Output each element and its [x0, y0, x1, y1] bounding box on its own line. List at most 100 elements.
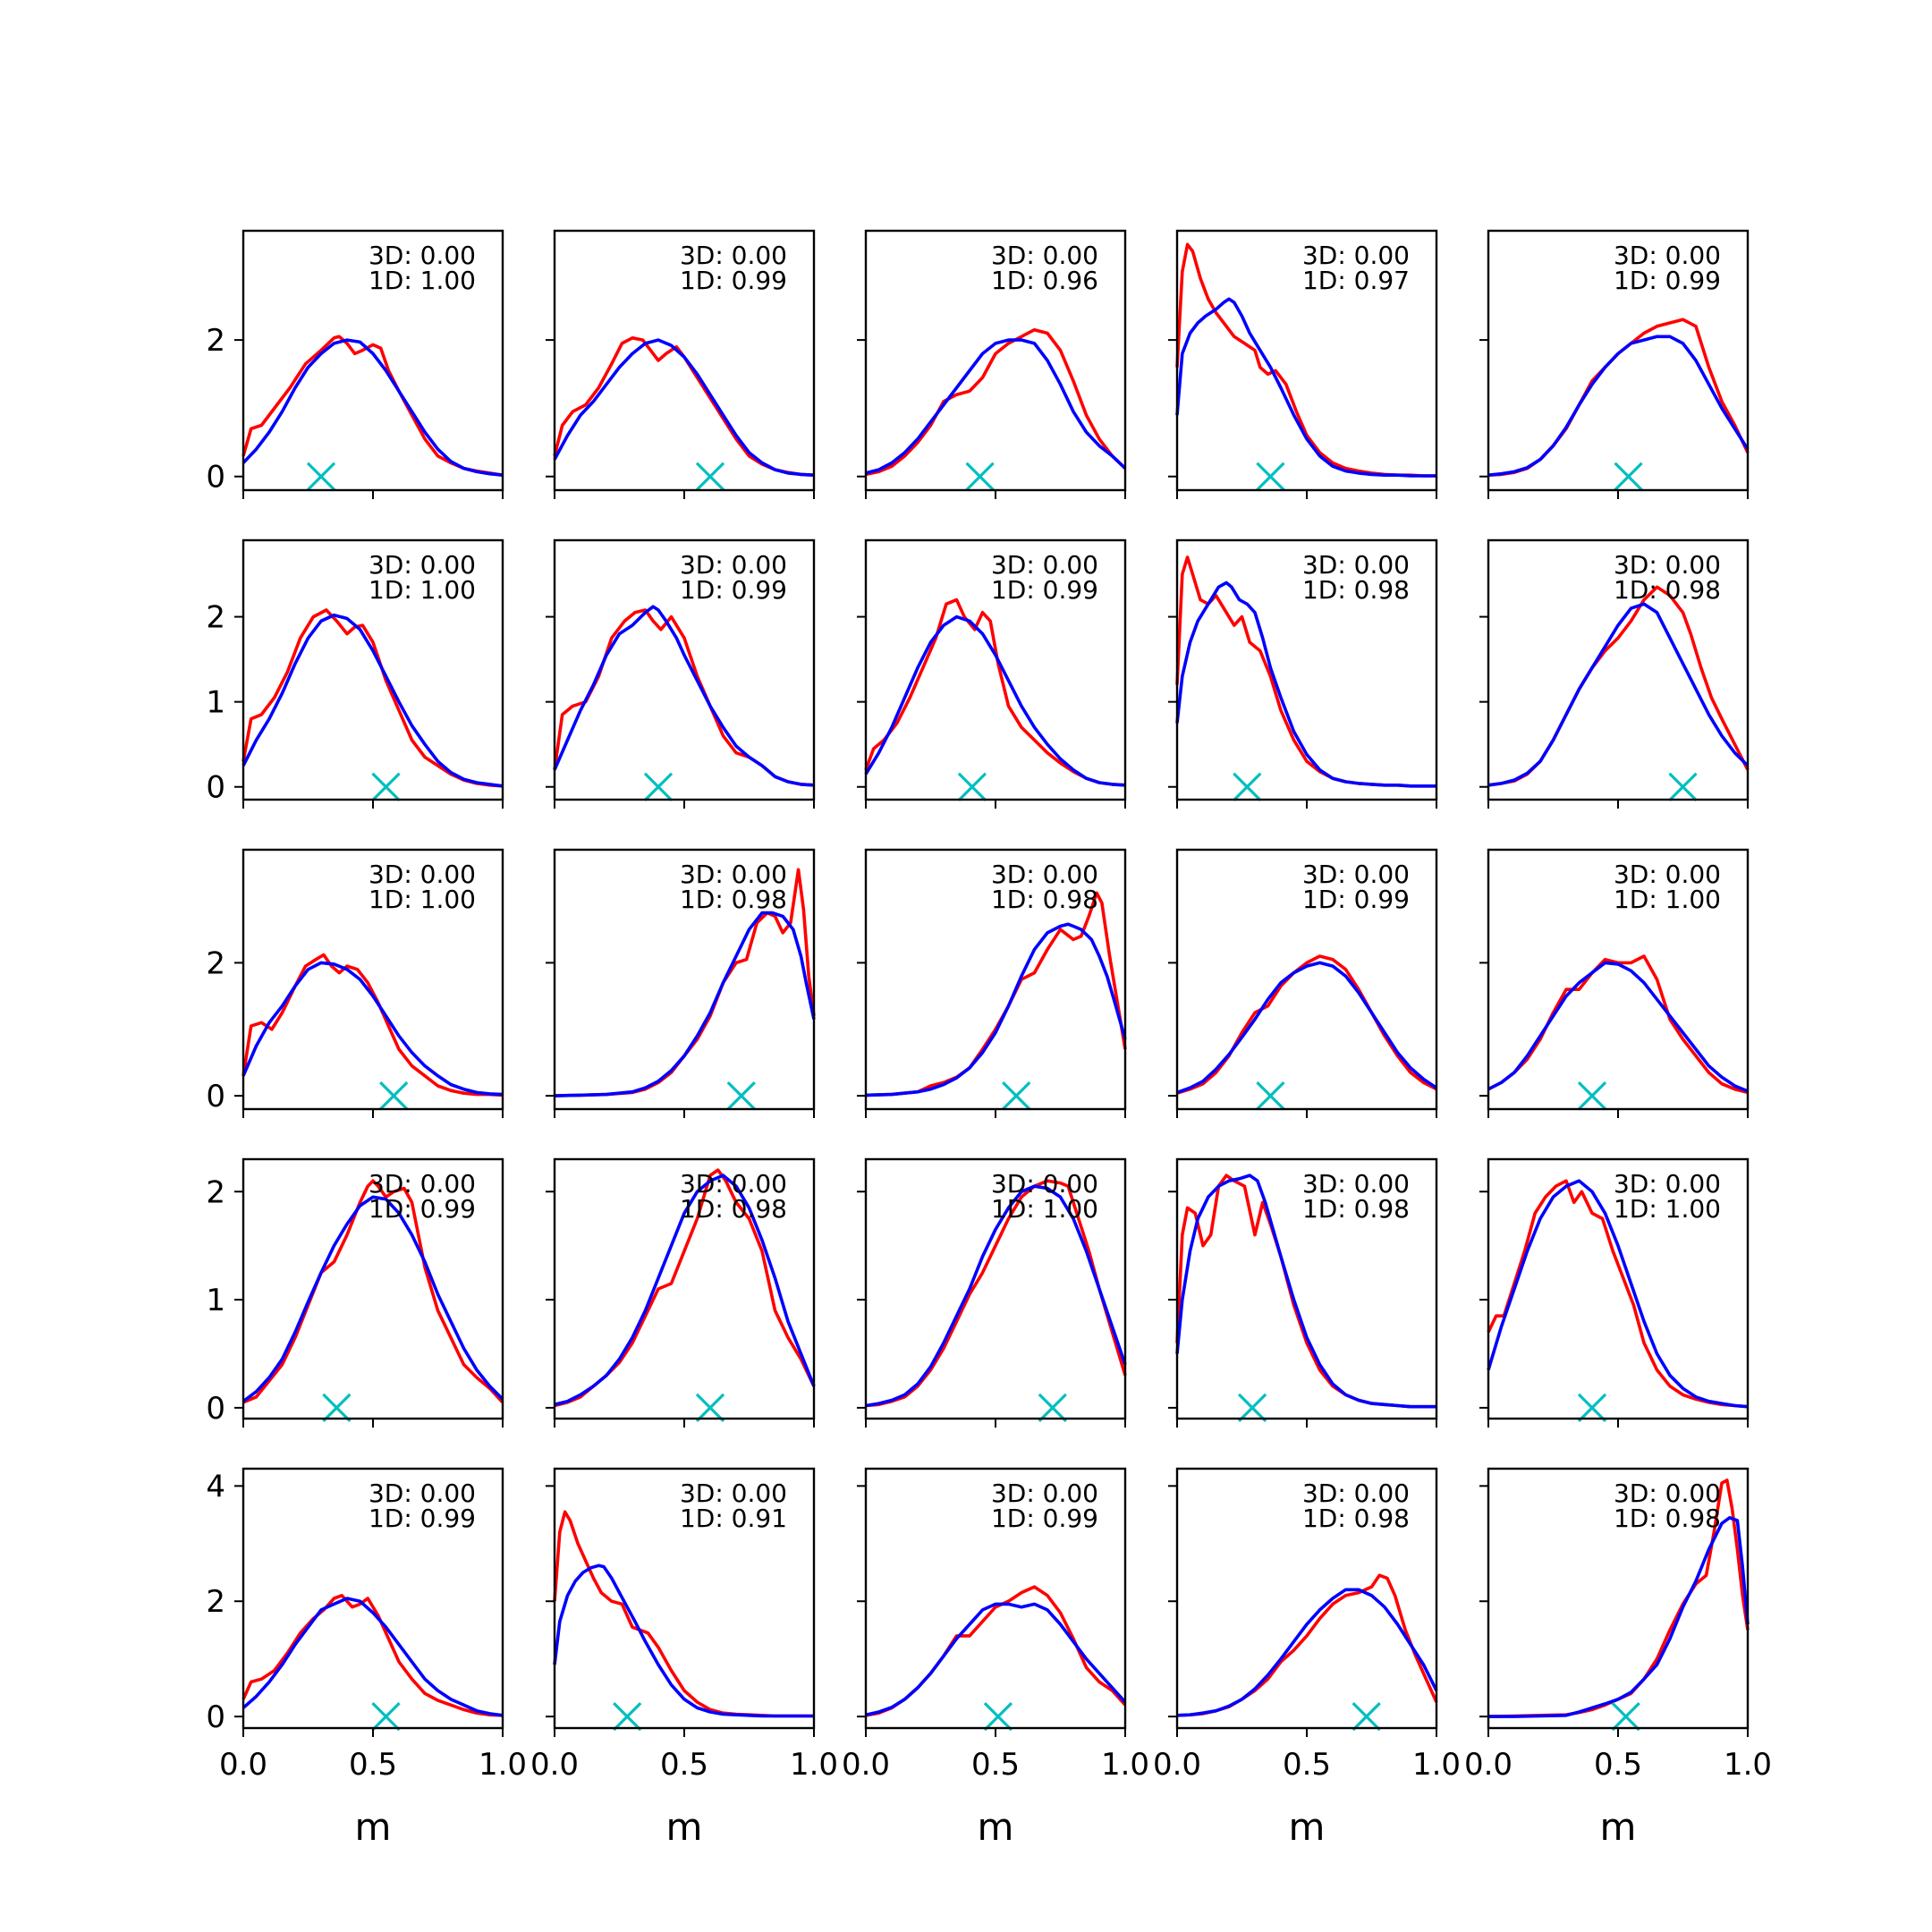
x-tick-label: 1.0	[1412, 1747, 1461, 1783]
x-tick-label: 1.0	[1101, 1747, 1149, 1783]
x-axis-label: m	[1600, 1805, 1637, 1849]
annotation-3d: 3D: 0.00	[680, 550, 787, 580]
x-axis-label: m	[355, 1805, 392, 1849]
annotation-3d: 3D: 0.00	[991, 550, 1098, 580]
blue-curve	[242, 613, 504, 788]
x-tick-label: 0.5	[1283, 1747, 1331, 1783]
red-curve	[1487, 1179, 1749, 1409]
x-marker	[1256, 462, 1285, 491]
x-tick-label: 0.0	[219, 1747, 267, 1783]
blue-curve	[1487, 1179, 1749, 1409]
y-tick-label: 2	[206, 323, 225, 359]
x-marker	[1038, 1393, 1067, 1423]
x-tick-label: 0.5	[349, 1747, 397, 1783]
x-marker	[965, 462, 995, 491]
x-marker	[371, 772, 401, 801]
x-marker	[322, 1393, 352, 1423]
annotation-3d: 3D: 0.00	[369, 860, 476, 889]
annotation-1d: 1D: 0.99	[991, 1504, 1098, 1533]
x-tick-label: 1.0	[479, 1747, 527, 1783]
annotation-1d: 1D: 0.91	[680, 1504, 787, 1533]
y-tick-label: 0	[206, 770, 225, 806]
x-tick-label: 0.5	[660, 1747, 708, 1783]
x-tick-label: 1.0	[790, 1747, 838, 1783]
annotation-3d: 3D: 0.00	[680, 860, 787, 889]
blue-curve	[1176, 1588, 1438, 1717]
blue-curve	[865, 1602, 1127, 1716]
x-marker	[306, 462, 336, 491]
y-tick-label: 2	[206, 1584, 225, 1620]
annotation-1d: 1D: 1.00	[369, 575, 476, 605]
red-curve	[242, 953, 504, 1097]
x-marker	[1352, 1701, 1381, 1732]
blue-curve	[1487, 602, 1750, 787]
x-marker	[371, 1701, 401, 1732]
blue-curve	[553, 605, 815, 787]
red-curve	[865, 327, 1127, 477]
x-marker	[1256, 1080, 1285, 1111]
y-tick-label: 0	[206, 460, 225, 496]
annotation-3d: 3D: 0.00	[369, 550, 476, 580]
x-marker	[1577, 1080, 1607, 1111]
blue-curve	[242, 1195, 504, 1403]
x-marker	[613, 1701, 642, 1732]
x-marker	[1611, 1701, 1640, 1732]
red-curve	[242, 1594, 504, 1717]
annotation-1d: 1D: 0.98	[1614, 1504, 1721, 1533]
x-axis-label: m	[666, 1805, 703, 1849]
y-tick-label: 1	[206, 685, 225, 721]
annotation-3d: 3D: 0.00	[369, 1479, 476, 1508]
annotation-3d: 3D: 0.00	[680, 1479, 787, 1508]
annotation-3d: 3D: 0.00	[1614, 860, 1721, 889]
annotation-3d: 3D: 0.00	[1614, 1169, 1721, 1199]
blue-curve	[864, 614, 1126, 787]
annotation-3d: 3D: 0.00	[680, 241, 787, 270]
blue-curve	[553, 1563, 814, 1718]
red-curve	[865, 891, 1127, 1097]
y-tick-label: 0	[206, 1079, 225, 1114]
x-marker	[1614, 462, 1643, 491]
x-axis-label: m	[978, 1805, 1014, 1849]
x-tick-label: 0.0	[842, 1747, 890, 1783]
y-tick-label: 2	[206, 600, 225, 636]
annotation-1d: 1D: 1.00	[991, 1194, 1098, 1224]
annotation-1d: 1D: 0.99	[369, 1194, 476, 1224]
annotation-1d: 1D: 0.98	[1302, 1194, 1410, 1224]
x-marker	[695, 462, 725, 491]
annotation-1d: 1D: 1.00	[1614, 1194, 1721, 1224]
y-tick-label: 0	[206, 1699, 225, 1735]
blue-curve	[242, 961, 504, 1097]
blue-curve	[865, 1184, 1127, 1408]
x-tick-label: 0.0	[1464, 1747, 1513, 1783]
x-marker	[1577, 1393, 1607, 1423]
x-axis-label: m	[1289, 1805, 1326, 1849]
annotation-3d: 3D: 0.00	[1302, 860, 1410, 889]
y-tick-label: 2	[206, 1174, 225, 1210]
blue-curve	[1175, 297, 1436, 478]
annotation-3d: 3D: 0.00	[680, 1169, 787, 1199]
annotation-1d: 1D: 0.99	[1614, 266, 1721, 295]
red-curve	[242, 1179, 504, 1404]
blue-curve	[865, 922, 1127, 1097]
x-marker	[379, 1080, 409, 1111]
blue-curve	[1176, 961, 1438, 1095]
annotation-1d: 1D: 0.98	[991, 885, 1098, 914]
blue-curve	[1175, 580, 1436, 788]
blue-curve	[1175, 1174, 1436, 1409]
